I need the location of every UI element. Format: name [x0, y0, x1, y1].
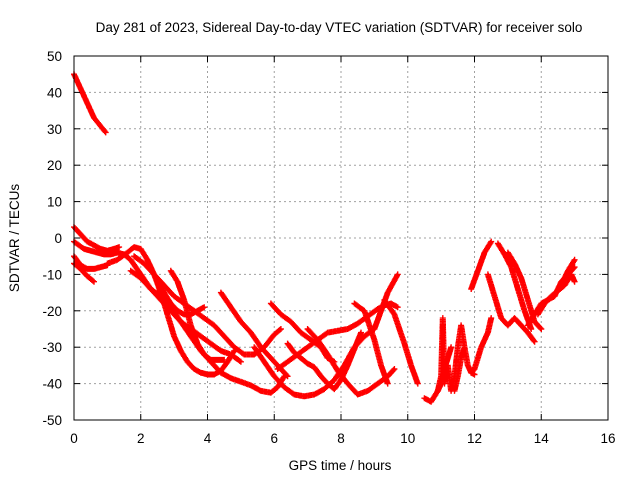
data-point-markers: [544, 264, 578, 303]
x-tick-label: 4: [204, 431, 212, 446]
data-point-markers: [284, 329, 364, 393]
x-tick-label: 16: [600, 431, 615, 446]
x-tick-label: 14: [534, 431, 550, 446]
data-point-markers: [451, 344, 468, 394]
series-track-22: [468, 315, 495, 376]
data-point-markers: [167, 267, 228, 363]
axes: 0 2 4 6 8 10 12 14 16 -50 -40 -30 -20 -10 0 10 20 30 40 50: [42, 49, 615, 446]
data-point-markers: [71, 238, 244, 365]
series-track-18: [381, 296, 421, 387]
series-track-17: [351, 300, 391, 387]
data-point-markers: [484, 271, 538, 345]
x-tick-label: 6: [270, 431, 278, 446]
chart-title: Day 281 of 2023, Sidereal Day-to-day VTE…: [96, 20, 583, 35]
y-tick-label: 10: [47, 195, 62, 210]
series-track-27: [524, 256, 578, 329]
y-axis-label: SDTVAR / TECUs: [7, 184, 22, 293]
x-tick-label: 0: [70, 431, 78, 446]
series-track-15: [284, 329, 364, 393]
series-track-21: [451, 344, 468, 394]
y-tick-label: 40: [47, 85, 62, 100]
y-tick-label: -10: [42, 267, 62, 282]
series-track-08: [131, 253, 284, 358]
y-tick-label: -30: [42, 340, 62, 355]
y-tick-label: 30: [47, 122, 62, 137]
series-track-20: [434, 344, 455, 394]
data-point-markers: [131, 253, 284, 358]
y-tick-label: 20: [47, 158, 62, 173]
y-tick-label: -50: [42, 413, 62, 428]
data-point-markers: [468, 238, 495, 292]
data-point-markers: [524, 256, 578, 329]
data-point-markers: [468, 315, 495, 376]
grid-lines: [74, 56, 608, 420]
data-point-markers: [381, 296, 421, 387]
x-axis-label: GPS time / hours: [289, 458, 392, 473]
series-track-24: [484, 271, 538, 345]
y-tick-label: -20: [42, 304, 62, 319]
series-track-01: [71, 71, 109, 136]
x-tick-label: 10: [400, 431, 415, 446]
series-track-10: [167, 267, 228, 363]
series-track-23: [468, 238, 495, 292]
series-track-03: [71, 238, 244, 365]
series-track-29: [544, 264, 578, 303]
x-tick-label: 2: [137, 431, 145, 446]
data-point-markers: [71, 71, 109, 136]
y-tick-label: 50: [47, 49, 62, 64]
x-tick-label: 8: [337, 431, 345, 446]
y-tick-label: 0: [54, 231, 62, 246]
data-point-markers: [351, 300, 391, 387]
y-tick-label: -40: [42, 377, 62, 392]
x-tick-label: 12: [467, 431, 482, 446]
data-point-markers: [434, 344, 455, 394]
